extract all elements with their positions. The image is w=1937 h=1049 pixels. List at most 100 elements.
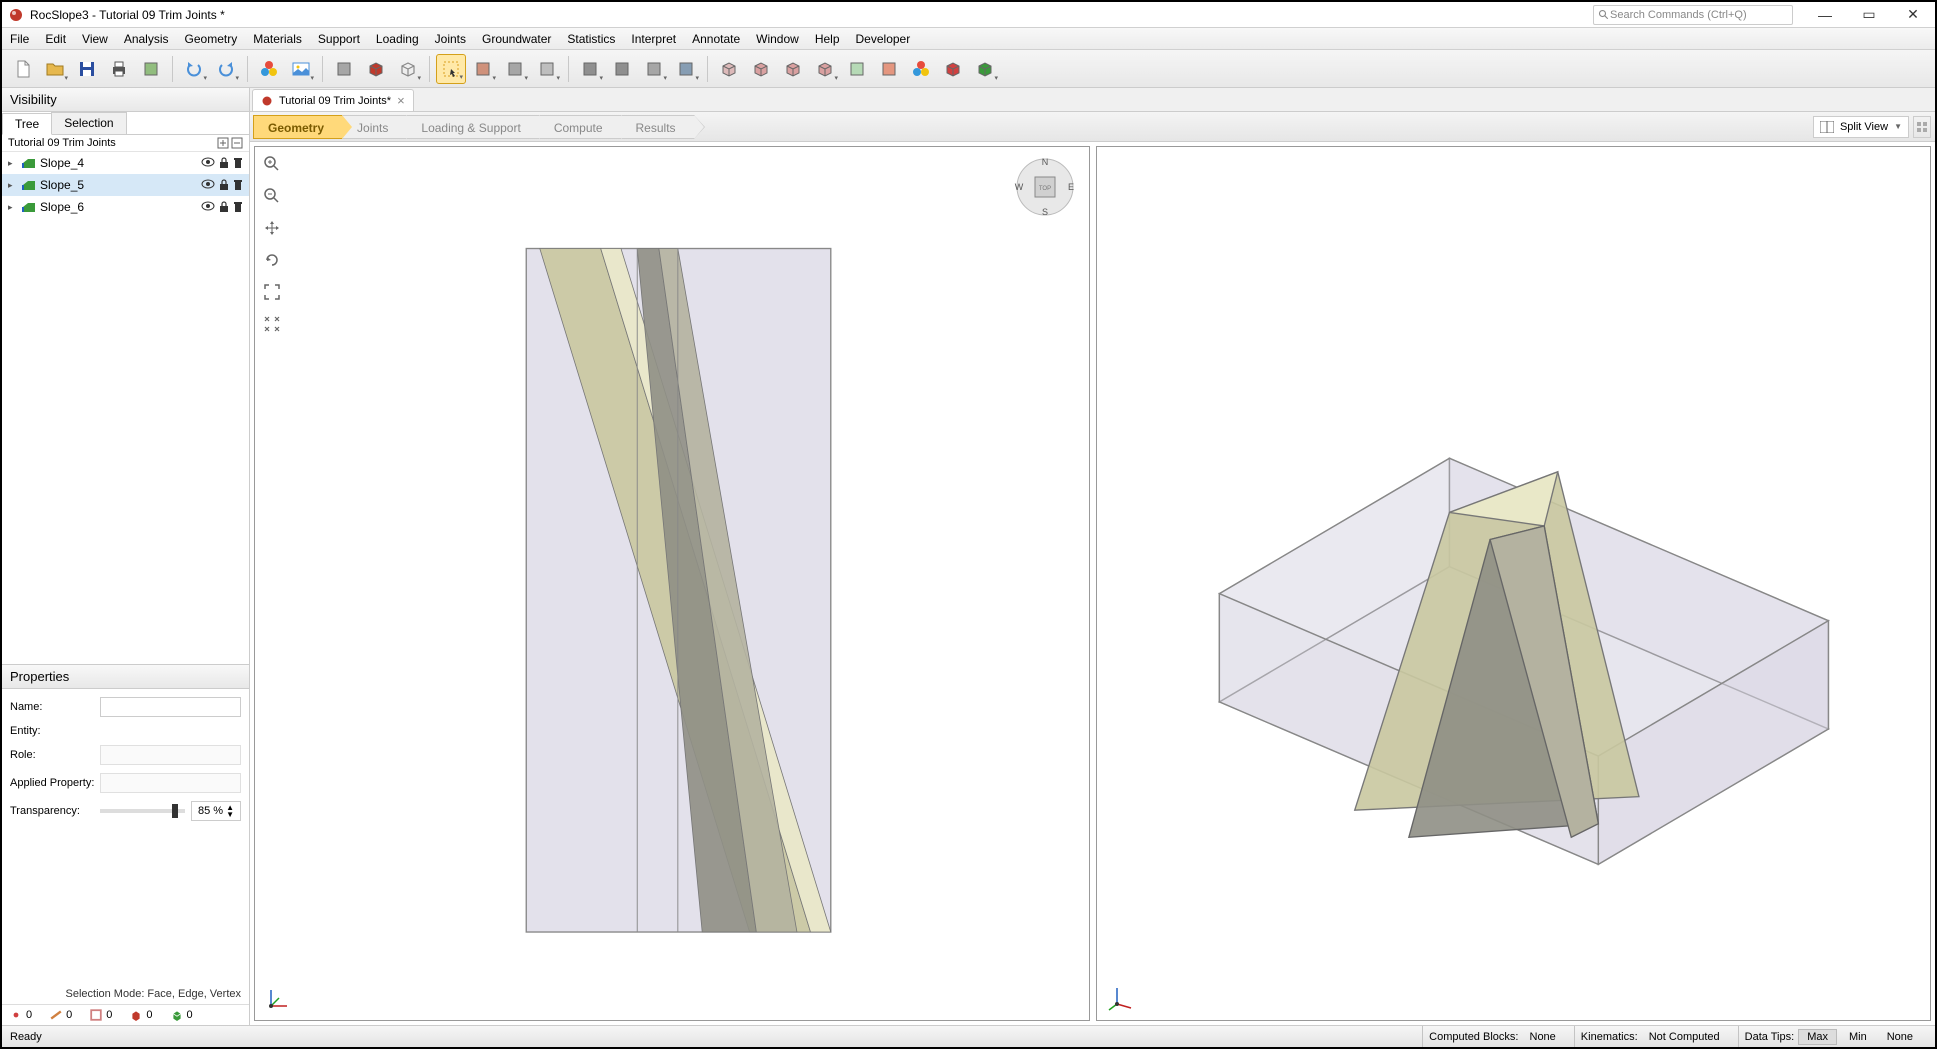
search-icon — [1598, 9, 1610, 21]
datatips-max-button[interactable]: Max — [1798, 1029, 1837, 1045]
perspective-view-canvas — [1097, 147, 1931, 1020]
menu-annotate[interactable]: Annotate — [684, 28, 748, 50]
tree-item[interactable]: ▸Slope_4 — [2, 152, 249, 174]
lock-icon[interactable] — [219, 179, 229, 191]
view-settings-button[interactable] — [1913, 116, 1931, 138]
copy-view-icon[interactable] — [136, 54, 166, 84]
workflow-step-compute[interactable]: Compute — [539, 115, 622, 139]
expander-icon[interactable]: ▸ — [8, 158, 18, 169]
datatips-min-button[interactable]: Min — [1841, 1031, 1875, 1043]
collapse-icon[interactable] — [261, 313, 283, 335]
menu-developer[interactable]: Developer — [848, 28, 919, 50]
link-icon[interactable] — [639, 54, 669, 84]
lock-icon[interactable] — [219, 201, 229, 213]
wireframe-box-icon[interactable] — [393, 54, 423, 84]
green-box-icon[interactable] — [970, 54, 1000, 84]
menu-loading[interactable]: Loading — [368, 28, 427, 50]
zoom-in-icon[interactable] — [261, 153, 283, 175]
visibility-toggle-icon[interactable] — [201, 157, 215, 169]
document-tab[interactable]: Tutorial 09 Trim Joints* × — [252, 89, 414, 111]
shape2-icon[interactable] — [874, 54, 904, 84]
transparency-value[interactable]: 85 %▲▼ — [191, 801, 241, 821]
menu-edit[interactable]: Edit — [37, 28, 74, 50]
search-commands-input[interactable]: Search Commands (Ctrl+Q) — [1593, 5, 1793, 25]
shape1-icon[interactable] — [842, 54, 872, 84]
save-icon[interactable] — [72, 54, 102, 84]
close-tab-icon[interactable]: × — [397, 93, 405, 108]
viewport-3d[interactable] — [1096, 146, 1932, 1021]
expand-all-icon[interactable] — [217, 137, 229, 149]
close-button[interactable]: ✕ — [1891, 2, 1935, 28]
cube3-icon[interactable] — [778, 54, 808, 84]
menu-joints[interactable]: Joints — [427, 28, 474, 50]
tab-tree[interactable]: Tree — [2, 113, 52, 135]
menu-file[interactable]: File — [2, 28, 37, 50]
menu-window[interactable]: Window — [748, 28, 807, 50]
color-wheel-icon[interactable] — [254, 54, 284, 84]
menu-view[interactable]: View — [74, 28, 116, 50]
menu-help[interactable]: Help — [807, 28, 848, 50]
viewport-top[interactable]: N S E W TOP — [254, 146, 1090, 1021]
collapse-all-icon[interactable] — [231, 137, 243, 149]
workflow-step-results[interactable]: Results — [621, 115, 695, 139]
menu-statistics[interactable]: Statistics — [559, 28, 623, 50]
fit-icon[interactable] — [261, 281, 283, 303]
intersect-icon[interactable] — [607, 54, 637, 84]
visibility-panel-title: Visibility — [2, 88, 249, 112]
rotate-icon[interactable] — [261, 249, 283, 271]
lasso-icon[interactable] — [575, 54, 605, 84]
workflow-step-loading-&-support[interactable]: Loading & Support — [406, 115, 539, 139]
select-lock-icon[interactable] — [500, 54, 530, 84]
menu-support[interactable]: Support — [310, 28, 368, 50]
axis-gizmo-icon — [1107, 984, 1135, 1012]
cube2-icon[interactable] — [746, 54, 776, 84]
menu-interpret[interactable]: Interpret — [623, 28, 684, 50]
datatips-none-button[interactable]: None — [1879, 1031, 1921, 1043]
select-icon[interactable] — [329, 54, 359, 84]
statusbar: Ready Computed Blocks: None Kinematics: … — [2, 1025, 1935, 1047]
deselect-icon[interactable] — [532, 54, 562, 84]
delete-icon[interactable] — [233, 157, 243, 169]
box-icon[interactable] — [361, 54, 391, 84]
redo-icon[interactable] — [211, 54, 241, 84]
minimize-button[interactable]: — — [1803, 2, 1847, 28]
maximize-button[interactable]: ▭ — [1847, 2, 1891, 28]
menu-materials[interactable]: Materials — [245, 28, 310, 50]
delete-icon[interactable] — [233, 179, 243, 191]
menu-analysis[interactable]: Analysis — [116, 28, 177, 50]
layers-icon[interactable] — [671, 54, 701, 84]
expander-icon[interactable]: ▸ — [8, 180, 18, 191]
menu-groundwater[interactable]: Groundwater — [474, 28, 559, 50]
counter-point: 0 — [10, 1009, 32, 1021]
delete-icon[interactable] — [233, 201, 243, 213]
visibility-toggle-icon[interactable] — [201, 179, 215, 191]
cube1-icon[interactable] — [714, 54, 744, 84]
new-file-icon[interactable] — [8, 54, 38, 84]
view-mode-select[interactable]: Split View ▼ — [1813, 116, 1909, 138]
compass-widget[interactable]: N S E W TOP — [1013, 155, 1077, 219]
zoom-out-icon[interactable] — [261, 185, 283, 207]
select-solid-icon[interactable] — [468, 54, 498, 84]
grid-icon[interactable] — [906, 54, 936, 84]
expander-icon[interactable]: ▸ — [8, 202, 18, 213]
tree-item[interactable]: ▸Slope_6 — [2, 196, 249, 218]
transparency-slider[interactable] — [100, 809, 185, 813]
tree-item[interactable]: ▸Slope_5 — [2, 174, 249, 196]
app-icon — [8, 7, 24, 23]
role-combo[interactable] — [100, 745, 241, 765]
workflow-step-geometry[interactable]: Geometry — [253, 115, 343, 139]
open-folder-icon[interactable] — [40, 54, 70, 84]
lock-icon[interactable] — [219, 157, 229, 169]
tab-selection[interactable]: Selection — [51, 112, 126, 134]
pan-icon[interactable] — [261, 217, 283, 239]
applied-property-combo[interactable] — [100, 773, 241, 793]
print-icon[interactable] — [104, 54, 134, 84]
cube-group-icon[interactable] — [810, 54, 840, 84]
marquee-select-icon[interactable] — [436, 54, 466, 84]
menu-geometry[interactable]: Geometry — [177, 28, 246, 50]
name-field[interactable] — [100, 697, 241, 717]
globe-cube-icon[interactable] — [938, 54, 968, 84]
undo-icon[interactable] — [179, 54, 209, 84]
image-icon[interactable] — [286, 54, 316, 84]
visibility-toggle-icon[interactable] — [201, 201, 215, 213]
